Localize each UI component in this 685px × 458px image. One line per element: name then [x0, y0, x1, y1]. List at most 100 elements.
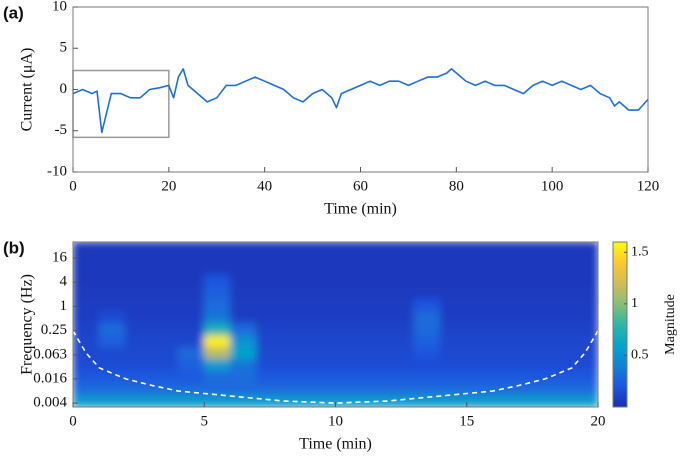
- heatmap-cell: [177, 297, 205, 311]
- heatmap-cell: [361, 346, 389, 359]
- heatmap-cell: [177, 357, 205, 371]
- x-tick-label: 10: [328, 413, 343, 429]
- heatmap-cell: [177, 394, 205, 407]
- heatmap-cell: [518, 261, 546, 275]
- heatmap-cell: [282, 297, 310, 311]
- heatmap-cell: [177, 322, 205, 336]
- heatmap-cell: [545, 381, 573, 396]
- heatmap-cell: [335, 322, 363, 336]
- heatmap-cell: [177, 346, 205, 359]
- plot-frame: [72, 6, 649, 173]
- heatmap-cell: [230, 322, 258, 336]
- heatmap-cell: [203, 322, 231, 336]
- heatmap-cell: [151, 346, 179, 359]
- heatmap-cell: [518, 309, 546, 324]
- heatmap-cell: [492, 346, 520, 359]
- heatmap-cell: [203, 242, 231, 263]
- heatmap-cell: [282, 261, 310, 275]
- heatmap-cell: [492, 322, 520, 336]
- heatmap-cell: [203, 369, 231, 383]
- heatmap-cell: [335, 309, 363, 324]
- heatmap-cell: [282, 346, 310, 359]
- heatmap-cell: [308, 381, 336, 396]
- heatmap-cell: [230, 346, 258, 359]
- heatmap-cell: [492, 394, 520, 407]
- heatmap-cell: [73, 261, 100, 275]
- y-tick-label: 0: [60, 81, 68, 97]
- heatmap-cell: [203, 394, 231, 407]
- x-tick-label: 0: [69, 178, 77, 194]
- y-tick-label: 4: [60, 274, 68, 290]
- heatmap-cell: [98, 381, 126, 396]
- heatmap-cell: [73, 346, 100, 359]
- heatmap-cell: [440, 242, 468, 263]
- heatmap-cell: [203, 285, 231, 299]
- heatmap-cell: [440, 297, 468, 311]
- heatmap-cell: [387, 261, 415, 275]
- data-line: [72, 68, 649, 134]
- heatmap-cell: [125, 369, 153, 383]
- heatmap-cell: [545, 346, 573, 359]
- heatmap-cell: [413, 357, 441, 371]
- heatmap-cell: [466, 309, 494, 324]
- panel-label: (a): [3, 3, 24, 22]
- heatmap-cell: [73, 394, 100, 407]
- y-tick-label: -10: [47, 163, 67, 179]
- heatmap-cell: [466, 322, 494, 336]
- heatmap-cell: [282, 369, 310, 383]
- heatmap-cell: [230, 357, 258, 371]
- heatmap-cell: [203, 381, 231, 396]
- heatmap-cell: [73, 334, 100, 348]
- heatmap-cell: [440, 346, 468, 359]
- heatmap-cell: [413, 285, 441, 299]
- heatmap-cell: [98, 309, 126, 324]
- heatmap-cell: [230, 261, 258, 275]
- heatmap-cell: [125, 242, 153, 263]
- heatmap-cell: [440, 261, 468, 275]
- y-tick-label: 1: [60, 298, 68, 314]
- heatmap-cell: [361, 273, 389, 287]
- colorbar-tick-label: 0.5: [631, 348, 649, 363]
- heatmap-cell: [571, 322, 598, 336]
- heatmap-cell: [125, 381, 153, 396]
- heatmap-cell: [466, 334, 494, 348]
- heatmap-cell: [387, 285, 415, 299]
- heatmap-cell: [518, 273, 546, 287]
- heatmap-cell: [387, 309, 415, 324]
- y-tick-label: 5: [60, 40, 68, 56]
- x-tick-label: 120: [637, 178, 660, 194]
- heatmap-cell: [177, 369, 205, 383]
- heatmap-cell: [518, 394, 546, 407]
- heatmap-cell: [413, 273, 441, 287]
- cone-of-influence: [73, 330, 598, 404]
- heatmap-cell: [361, 369, 389, 383]
- heatmap-cell: [256, 297, 284, 311]
- heatmap-cell: [230, 309, 258, 324]
- x-axis-label: Time (min): [299, 436, 372, 453]
- heatmap-cell: [125, 309, 153, 324]
- heatmap-cell: [387, 369, 415, 383]
- heatmap-cell: [73, 309, 100, 324]
- heatmap-cell: [308, 273, 336, 287]
- heatmap-cell: [545, 273, 573, 287]
- heatmap-cell: [308, 309, 336, 324]
- heatmap-cell: [545, 394, 573, 407]
- x-tick-label: 40: [257, 178, 272, 194]
- colorbar-label: Magnitude: [663, 294, 678, 355]
- heatmap-cell: [492, 242, 520, 263]
- heatmap-cell: [230, 334, 258, 348]
- heatmap-cell: [335, 334, 363, 348]
- heatmap-cell: [125, 357, 153, 371]
- heatmap-cell: [440, 369, 468, 383]
- x-axis-label: Time (min): [324, 201, 397, 218]
- y-axis-label: Frequency (Hz): [19, 274, 36, 375]
- heatmap-cell: [335, 381, 363, 396]
- heatmap-cell: [151, 334, 179, 348]
- y-tick-label: -5: [55, 122, 68, 138]
- heatmap-cell: [545, 261, 573, 275]
- heatmap-cell: [545, 242, 573, 263]
- heatmap-cell: [308, 285, 336, 299]
- panel-label: (b): [3, 238, 25, 257]
- heatmap-cell: [413, 369, 441, 383]
- heatmap-cell: [203, 334, 231, 348]
